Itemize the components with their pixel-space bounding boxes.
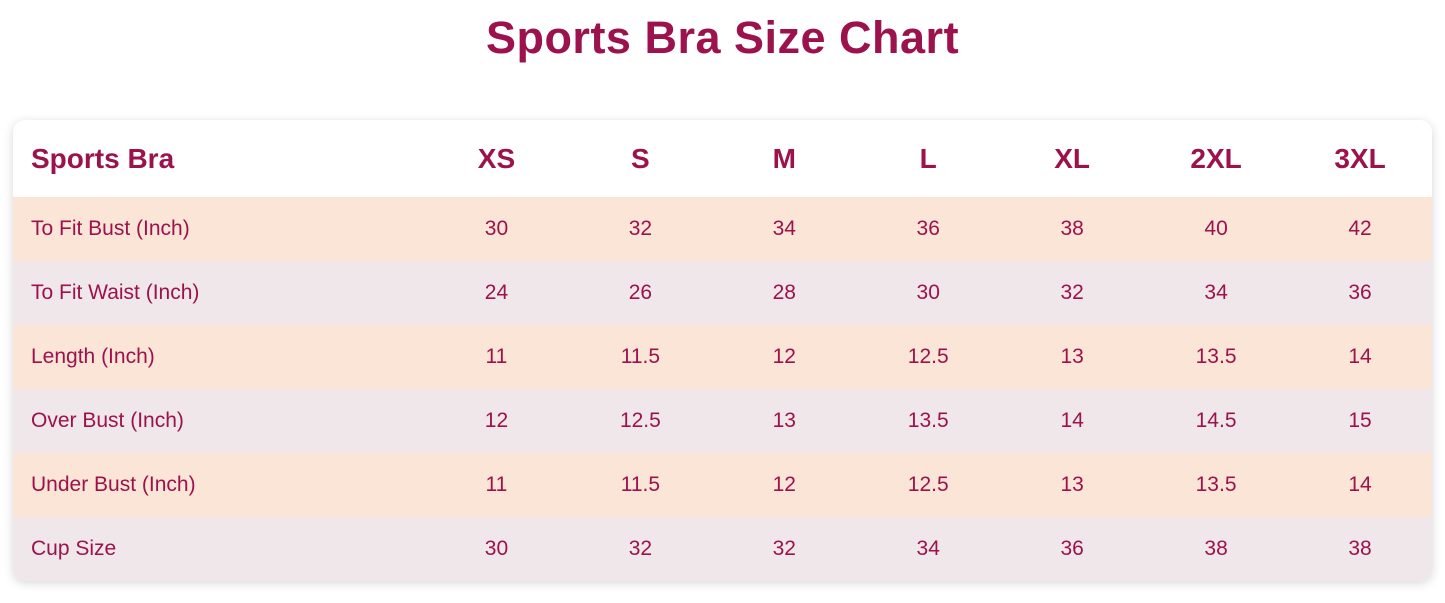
- table-row-cup-size: Cup Size 30 32 32 34 36 38 38: [13, 517, 1432, 581]
- size-value: 14.5: [1195, 409, 1237, 432]
- table-row-over-bust: Over Bust (Inch) 12 12.5 13 13.5 14 14.5…: [13, 389, 1432, 453]
- size-value: 11.5: [620, 345, 661, 368]
- size-value: 36: [916, 217, 940, 240]
- size-value: 12.5: [907, 473, 949, 496]
- row-label: To Fit Bust (Inch): [31, 217, 190, 240]
- size-value: 42: [1348, 217, 1372, 240]
- size-value: 13.5: [907, 409, 949, 432]
- size-value: 32: [628, 537, 653, 560]
- row-label: To Fit Waist (Inch): [31, 281, 200, 304]
- size-value: 14: [1348, 345, 1372, 368]
- size-value: 24: [484, 281, 509, 304]
- column-header-m: M: [712, 120, 857, 197]
- column-header-l: L: [856, 120, 1001, 197]
- size-value: 13.5: [1195, 345, 1237, 368]
- size-chart-table: Sports Bra XS S M L XL 2XL 3XL To Fit Bu…: [13, 120, 1432, 581]
- size-value: 13.5: [1195, 473, 1237, 496]
- table-row-to-fit-waist: To Fit Waist (Inch) 24 26 28 30 32 34 36: [13, 261, 1432, 325]
- size-value: 40: [1204, 217, 1228, 240]
- column-header-xs: XS: [424, 120, 569, 197]
- column-header-xl: XL: [1000, 120, 1145, 197]
- size-value: 14: [1060, 409, 1084, 432]
- size-chart-card: Sports Bra XS S M L XL 2XL 3XL To Fit Bu…: [13, 120, 1432, 581]
- row-label: Cup Size: [31, 537, 117, 560]
- size-value: 38: [1060, 217, 1084, 240]
- size-value: 14: [1348, 473, 1372, 496]
- row-label: Length (Inch): [31, 345, 155, 368]
- size-value: 11: [485, 473, 508, 496]
- size-value: 13: [1060, 473, 1084, 496]
- size-value: 34: [916, 537, 940, 560]
- header-row: Sports Bra XS S M L XL 2XL 3XL: [13, 120, 1432, 197]
- size-value: 34: [772, 217, 796, 240]
- size-value: 36: [1060, 537, 1084, 560]
- page-title: Sports Bra Size Chart: [485, 12, 960, 63]
- table-row-length: Length (Inch) 11 11.5 12 12.5 13 13.5 14: [13, 325, 1432, 389]
- size-value: 12.5: [619, 409, 661, 432]
- column-header-s: S: [568, 120, 713, 197]
- size-value: 13: [772, 409, 796, 432]
- size-value: 12: [484, 409, 509, 432]
- size-value: 32: [772, 537, 796, 560]
- size-value: 13: [1060, 345, 1084, 368]
- size-value: 36: [1348, 281, 1372, 304]
- column-header-3xl: 3XL: [1288, 120, 1432, 197]
- size-value: 34: [1204, 281, 1228, 304]
- table-row-to-fit-bust: To Fit Bust (Inch) 30 32 34 36 38 40 42: [13, 197, 1432, 261]
- size-value: 11.5: [620, 473, 661, 496]
- size-value: 12: [772, 473, 796, 496]
- size-value: 11: [485, 345, 508, 368]
- size-value: 30: [484, 537, 509, 560]
- size-value: 12.5: [907, 345, 949, 368]
- row-label: Over Bust (Inch): [31, 409, 184, 432]
- row-label: Under Bust (Inch): [31, 473, 196, 496]
- size-value: 26: [628, 281, 653, 304]
- column-header-2xl: 2XL: [1144, 120, 1289, 197]
- size-value: 28: [772, 281, 796, 304]
- size-value: 30: [916, 281, 940, 304]
- size-value: 38: [1348, 537, 1372, 560]
- table-row-under-bust: Under Bust (Inch) 11 11.5 12 12.5 13 13.…: [13, 453, 1432, 517]
- size-value: 38: [1204, 537, 1228, 560]
- column-header-product: Sports Bra: [13, 120, 425, 197]
- size-value: 15: [1348, 409, 1372, 432]
- size-value: 32: [628, 217, 653, 240]
- size-value: 32: [1060, 281, 1084, 304]
- size-value: 12: [772, 345, 796, 368]
- size-value: 30: [484, 217, 509, 240]
